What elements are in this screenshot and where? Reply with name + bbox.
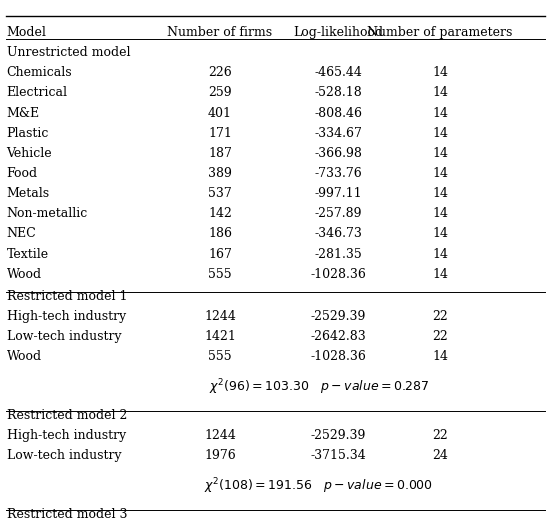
Text: Model: Model: [7, 26, 46, 39]
Text: 14: 14: [432, 207, 448, 220]
Text: 1244: 1244: [204, 429, 236, 442]
Text: Chemicals: Chemicals: [7, 66, 72, 79]
Text: 401: 401: [208, 107, 232, 119]
Text: 14: 14: [432, 127, 448, 140]
Text: 226: 226: [208, 66, 232, 79]
Text: M&E: M&E: [7, 107, 40, 119]
Text: 14: 14: [432, 350, 448, 363]
Text: $\chi^2(96) = 103.30 \quad p - value = 0.287$: $\chi^2(96) = 103.30 \quad p - value = 0…: [209, 378, 429, 397]
Text: Restricted model 3: Restricted model 3: [7, 508, 127, 522]
Text: 14: 14: [432, 147, 448, 160]
Text: -281.35: -281.35: [315, 248, 362, 260]
Text: Number of parameters: Number of parameters: [367, 26, 513, 39]
Text: 14: 14: [432, 228, 448, 240]
Text: 14: 14: [432, 268, 448, 281]
Text: 22: 22: [432, 429, 448, 442]
Text: -346.73: -346.73: [314, 228, 362, 240]
Text: Low-tech industry: Low-tech industry: [7, 449, 121, 463]
Text: 14: 14: [432, 107, 448, 119]
Text: -334.67: -334.67: [314, 127, 362, 140]
Text: 22: 22: [432, 330, 448, 343]
Text: Electrical: Electrical: [7, 87, 68, 99]
Text: 1244: 1244: [204, 310, 236, 323]
Text: Food: Food: [7, 167, 38, 180]
Text: 24: 24: [432, 449, 448, 463]
Text: Non-metallic: Non-metallic: [7, 207, 88, 220]
Text: Textile: Textile: [7, 248, 49, 260]
Text: Metals: Metals: [7, 187, 50, 200]
Text: 186: 186: [208, 228, 232, 240]
Text: Unrestricted model: Unrestricted model: [7, 46, 130, 59]
Text: 187: 187: [208, 147, 232, 160]
Text: 14: 14: [432, 248, 448, 260]
Text: 14: 14: [432, 187, 448, 200]
Text: Number of firms: Number of firms: [167, 26, 273, 39]
Text: 142: 142: [208, 207, 232, 220]
Text: -1028.36: -1028.36: [310, 350, 366, 363]
Text: 259: 259: [208, 87, 232, 99]
Text: 14: 14: [432, 167, 448, 180]
Text: High-tech industry: High-tech industry: [7, 429, 126, 442]
Text: $\chi^2(108) = 191.56 \quad p - value = 0.000$: $\chi^2(108) = 191.56 \quad p - value = …: [205, 477, 433, 496]
Text: Restricted model 2: Restricted model 2: [7, 409, 127, 422]
Text: 171: 171: [208, 127, 232, 140]
Text: -997.11: -997.11: [315, 187, 362, 200]
Text: 389: 389: [208, 167, 232, 180]
Text: 1976: 1976: [204, 449, 236, 463]
Text: -733.76: -733.76: [315, 167, 362, 180]
Text: NEC: NEC: [7, 228, 36, 240]
Text: Wood: Wood: [7, 350, 42, 363]
Text: Wood: Wood: [7, 268, 42, 281]
Text: Vehicle: Vehicle: [7, 147, 52, 160]
Text: High-tech industry: High-tech industry: [7, 310, 126, 323]
Text: 14: 14: [432, 66, 448, 79]
Text: -2529.39: -2529.39: [311, 429, 366, 442]
Text: Log-likelihood: Log-likelihood: [293, 26, 383, 39]
Text: -528.18: -528.18: [315, 87, 362, 99]
Text: -2529.39: -2529.39: [311, 310, 366, 323]
Text: Low-tech industry: Low-tech industry: [7, 330, 121, 343]
Text: Plastic: Plastic: [7, 127, 49, 140]
Text: 14: 14: [432, 87, 448, 99]
Text: -2642.83: -2642.83: [310, 330, 366, 343]
Text: 22: 22: [432, 310, 448, 323]
Text: 555: 555: [208, 268, 232, 281]
Text: -465.44: -465.44: [314, 66, 362, 79]
Text: -1028.36: -1028.36: [310, 268, 366, 281]
Text: 1421: 1421: [204, 330, 236, 343]
Text: 555: 555: [208, 350, 232, 363]
Text: -257.89: -257.89: [315, 207, 362, 220]
Text: Restricted model 1: Restricted model 1: [7, 290, 127, 303]
Text: -808.46: -808.46: [314, 107, 362, 119]
Text: -3715.34: -3715.34: [310, 449, 366, 463]
Text: 537: 537: [208, 187, 232, 200]
Text: -366.98: -366.98: [314, 147, 362, 160]
Text: 167: 167: [208, 248, 232, 260]
